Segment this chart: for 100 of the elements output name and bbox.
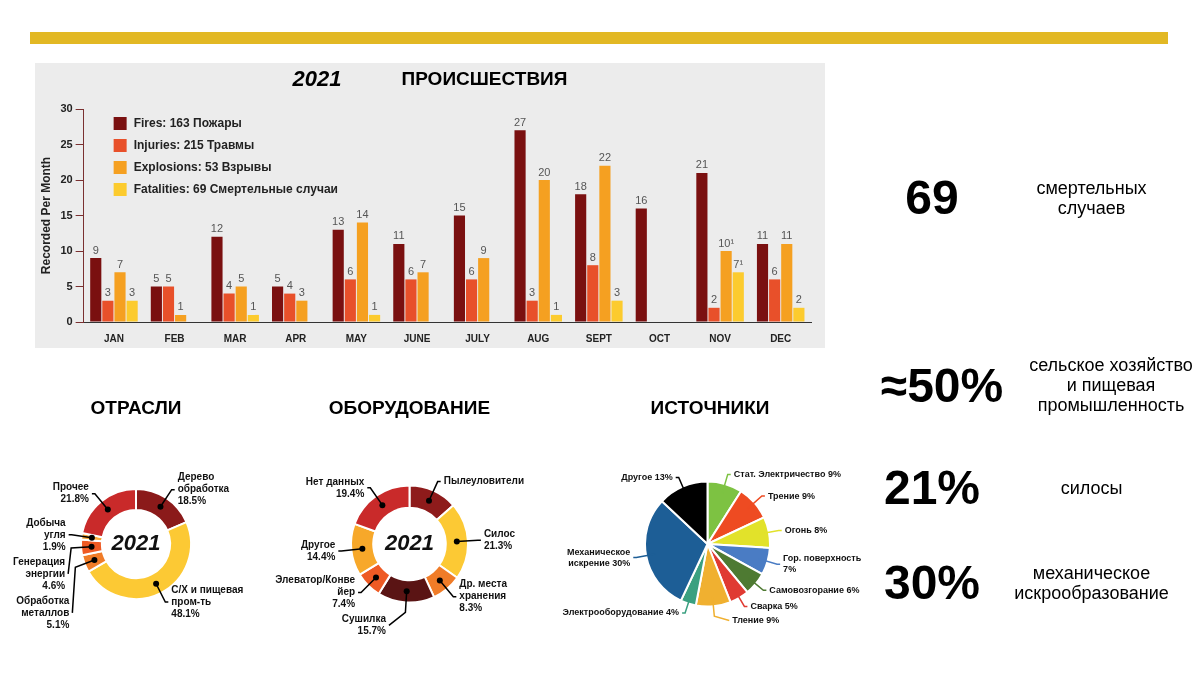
x-tick-label: JULY [465, 332, 491, 344]
data-label: 5 [153, 272, 160, 285]
bar [235, 286, 247, 322]
data-label: 9 [480, 243, 487, 256]
slice-label: Элеватор/Конвейер [275, 574, 356, 598]
bar [284, 293, 296, 322]
bar [599, 165, 611, 322]
chart-title: 2021 [292, 66, 342, 92]
data-label: 14.4% [306, 550, 336, 562]
slice-label: Прочее [52, 481, 90, 493]
x-tick-label: JAN [103, 332, 124, 344]
bar [756, 243, 769, 322]
data-label: 3 [104, 286, 111, 299]
slice-label: Сварка 5% [750, 600, 798, 611]
bar [732, 272, 744, 322]
slice-label: Силос [483, 528, 516, 540]
bar [708, 307, 720, 322]
slice-label: Обработка металлов [16, 594, 70, 618]
slice-label: Генерация энергии [13, 555, 66, 579]
bar [272, 286, 284, 322]
bar [356, 222, 369, 322]
x-tick-label: DEC [770, 332, 792, 344]
bar [114, 272, 126, 322]
slice-label: С/Х и пищевая пром-ть [171, 583, 244, 607]
y-tick-label: 5 [66, 279, 73, 292]
x-tick-label: MAR [223, 332, 248, 344]
x-tick-label: FEB [164, 332, 185, 344]
data-label: 4.6% [42, 579, 66, 591]
text: механическое искрообразование [1013, 562, 1170, 603]
data-label: 2 [795, 293, 802, 306]
data-label: 20 [538, 165, 551, 178]
text: смертельных случаев [1035, 177, 1148, 218]
chart-title: ОБОРУДОВАНИЕ [327, 396, 492, 420]
bar [405, 279, 417, 322]
data-label: 7 [116, 257, 124, 270]
slice-label: Тление 9% [732, 614, 780, 625]
slice-label: Электрооборудование 4% [562, 607, 680, 618]
legend-label: Injuries: 215 Травмы [133, 138, 255, 153]
data-label: 15.7% [357, 625, 387, 637]
y-tick-label: 25 [60, 137, 73, 150]
bar [526, 300, 538, 322]
bar [211, 236, 223, 322]
data-label: 5.1% [46, 618, 70, 630]
bar [575, 194, 587, 322]
data-label: 6 [347, 264, 354, 277]
bar [611, 300, 623, 322]
text: 2021 [110, 530, 161, 556]
data-label: 8 [589, 250, 596, 263]
chart-title: ИСТОЧНИКИ [649, 396, 771, 420]
text: 2021 [384, 530, 434, 556]
data-label: 1 [250, 300, 257, 313]
legend-label: Explosions: 53 Взрывы [133, 160, 272, 175]
y-tick-label: 15 [60, 208, 73, 221]
bar [514, 130, 526, 322]
bar [769, 279, 781, 322]
y-axis-title: Recorded Per Month [38, 156, 53, 275]
data-label: 6 [468, 264, 475, 277]
x-tick-label: SEPT [585, 332, 612, 344]
data-label: 5 [165, 272, 172, 285]
data-label: 18 [574, 179, 587, 192]
slice-label: Трение 9% [767, 490, 816, 501]
text: 30% [882, 555, 982, 610]
data-label: 11 [393, 229, 405, 242]
bar [550, 314, 562, 322]
bar [150, 286, 162, 322]
bar [296, 300, 308, 322]
bar [344, 279, 356, 322]
data-label: 18.5% [177, 495, 207, 507]
data-label: 8.3% [459, 602, 483, 614]
x-tick-label: MAY [345, 332, 368, 344]
bar [332, 229, 344, 322]
slice-label: Нет данных [305, 475, 365, 487]
bar [635, 208, 647, 322]
data-label: 4 [226, 279, 233, 292]
text: 21% [882, 460, 982, 515]
slice-label: Механическое искрение 30% [566, 546, 631, 568]
slice-label: Стат. Электричество 9% [733, 468, 841, 479]
data-label: 22 [598, 151, 612, 164]
data-label: 27 [513, 115, 527, 128]
data-label: 21.3% [483, 540, 513, 552]
text: 69 [904, 170, 960, 225]
data-label: 6 [771, 264, 778, 277]
slice-label: Другое [300, 538, 336, 550]
bar [90, 258, 102, 322]
bar [478, 258, 490, 322]
slice-label: Сушилка [341, 613, 387, 625]
x-tick-label: JUNE [403, 332, 431, 344]
slice-label: Др. места хранения [459, 578, 508, 602]
data-label: 6 [407, 264, 415, 277]
data-label: 3 [298, 286, 305, 299]
data-label: 7% [783, 564, 797, 575]
bar [102, 300, 114, 322]
bar [369, 314, 381, 322]
data-label: 11 [781, 229, 793, 242]
slice-label: Огонь 8% [784, 524, 828, 535]
text: ≈50% [879, 357, 1005, 413]
data-label: 1 [553, 300, 560, 313]
text: силосы [1059, 477, 1124, 498]
data-label: 7 [420, 257, 427, 270]
data-label: 7¹ [733, 257, 744, 270]
